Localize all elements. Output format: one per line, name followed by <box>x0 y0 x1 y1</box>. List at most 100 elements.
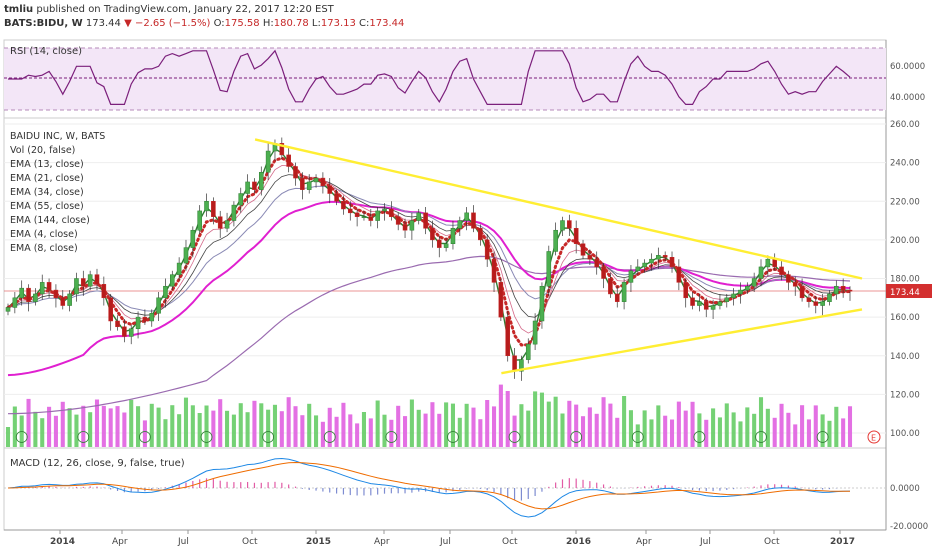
legend-ema4[interactable]: EMA (4, close) <box>10 229 78 240</box>
lower-trendline[interactable] <box>501 308 863 375</box>
candle-body <box>546 251 552 287</box>
low-value: 173.13 <box>320 18 356 29</box>
candle-body <box>553 229 558 252</box>
volume-bar <box>156 407 161 447</box>
volume-bar <box>533 391 538 447</box>
volume-bar <box>361 412 367 447</box>
candle-body <box>573 228 579 244</box>
candle-body <box>621 282 627 302</box>
candle-body <box>409 220 415 231</box>
legend-ema144[interactable]: EMA (144, close) <box>10 215 90 226</box>
price-tick-label: 240.00 <box>890 159 920 169</box>
candle-body <box>122 326 127 337</box>
volume-bar <box>498 384 503 447</box>
dividend-icon <box>631 431 644 443</box>
ema-144-line <box>7 255 851 415</box>
candle-body <box>12 297 18 308</box>
down-arrow-icon: ▼ <box>124 18 132 29</box>
candle-body <box>183 247 189 264</box>
close-label: C: <box>359 18 370 29</box>
legend-ema55[interactable]: EMA (55, close) <box>10 201 84 212</box>
candle-body <box>135 316 141 329</box>
dividend-icon <box>508 431 521 443</box>
volume-bar <box>738 421 743 447</box>
volume-bar <box>526 410 531 447</box>
legend-ema8[interactable]: EMA (8, close) <box>10 243 78 254</box>
volume-bar <box>690 401 695 447</box>
time-axis-label: Apr <box>636 537 652 547</box>
volume-bar <box>375 400 380 447</box>
volume-bar <box>53 415 58 447</box>
earnings-e-icon[interactable]: E <box>867 430 881 444</box>
volume-bar <box>649 419 654 447</box>
volume-bar <box>676 401 681 447</box>
candle-body <box>491 258 497 283</box>
candle-body <box>395 216 401 225</box>
volume-bar <box>26 398 31 447</box>
candle-body <box>306 181 312 190</box>
price-tick-label: 100.00 <box>890 429 920 439</box>
time-axis-label: Apr <box>374 537 390 547</box>
candle-body <box>217 216 223 229</box>
volume-bar <box>341 402 346 447</box>
candle-body <box>74 278 79 295</box>
legend-ema21[interactable]: EMA (21, close) <box>10 173 84 184</box>
time-axis: 2014 Apr Jul Oct 2015 Apr Jul Oct 2016 Apr Jul Oct 2… <box>50 530 855 547</box>
candle-body <box>245 181 250 194</box>
open-label: O: <box>213 18 225 29</box>
candle-body <box>792 282 798 287</box>
volume-bar <box>225 410 230 447</box>
candle-body <box>642 262 647 268</box>
candle-body <box>847 289 853 292</box>
candle-body <box>635 266 641 272</box>
price-tick-label: 160.00 <box>890 313 920 323</box>
candle-body <box>464 212 469 221</box>
candle-body <box>87 274 93 287</box>
volume-bar <box>272 404 278 447</box>
time-axis-label: Apr <box>112 537 128 547</box>
candle-body <box>252 181 257 190</box>
volume-bar <box>786 412 791 447</box>
high-value: 180.78 <box>273 18 309 29</box>
candle-body <box>101 284 107 299</box>
volume-bar <box>669 419 675 447</box>
volume-bar <box>813 405 818 447</box>
volume-bar <box>355 423 360 447</box>
macd-line <box>7 457 851 518</box>
volume-bar <box>238 403 243 447</box>
volume-bar <box>183 397 189 447</box>
volume-bar <box>368 418 373 447</box>
upper-trendline[interactable] <box>254 138 863 280</box>
volume-bar <box>478 419 483 447</box>
volume-bar <box>834 406 839 447</box>
candle-body <box>710 305 716 310</box>
volume-bar <box>12 406 17 447</box>
volume-bar <box>67 408 72 447</box>
candle-body <box>402 224 408 231</box>
last-price: 173.44 <box>85 18 121 29</box>
candle-body <box>211 201 216 217</box>
volume-bar <box>450 403 455 447</box>
author-name[interactable]: tmliu <box>4 4 34 15</box>
ema-8-line <box>6 156 852 347</box>
volume-bar <box>594 413 599 447</box>
volume-bar <box>293 406 298 447</box>
legend-ema13[interactable]: EMA (13, close) <box>10 159 84 170</box>
dividend-icon <box>755 431 767 443</box>
candle-body <box>512 355 517 372</box>
candle-body <box>820 301 825 306</box>
dividend-icon <box>323 431 336 443</box>
candle-body <box>382 208 387 212</box>
volume-bar <box>81 405 86 447</box>
volume-bar <box>163 419 168 447</box>
candle-body <box>115 320 120 328</box>
candle-body <box>738 289 743 295</box>
legend-volume[interactable]: Vol (20, false) <box>10 145 76 156</box>
legend-ema34[interactable]: EMA (34, close) <box>10 187 84 198</box>
candle-body <box>772 258 777 268</box>
legend-symbol[interactable]: BAIDU INC, W, BATS <box>10 131 106 142</box>
candle-body <box>190 229 196 248</box>
ema-21-line <box>7 174 851 318</box>
symbol-label: BATS:BIDU, W <box>4 18 83 29</box>
